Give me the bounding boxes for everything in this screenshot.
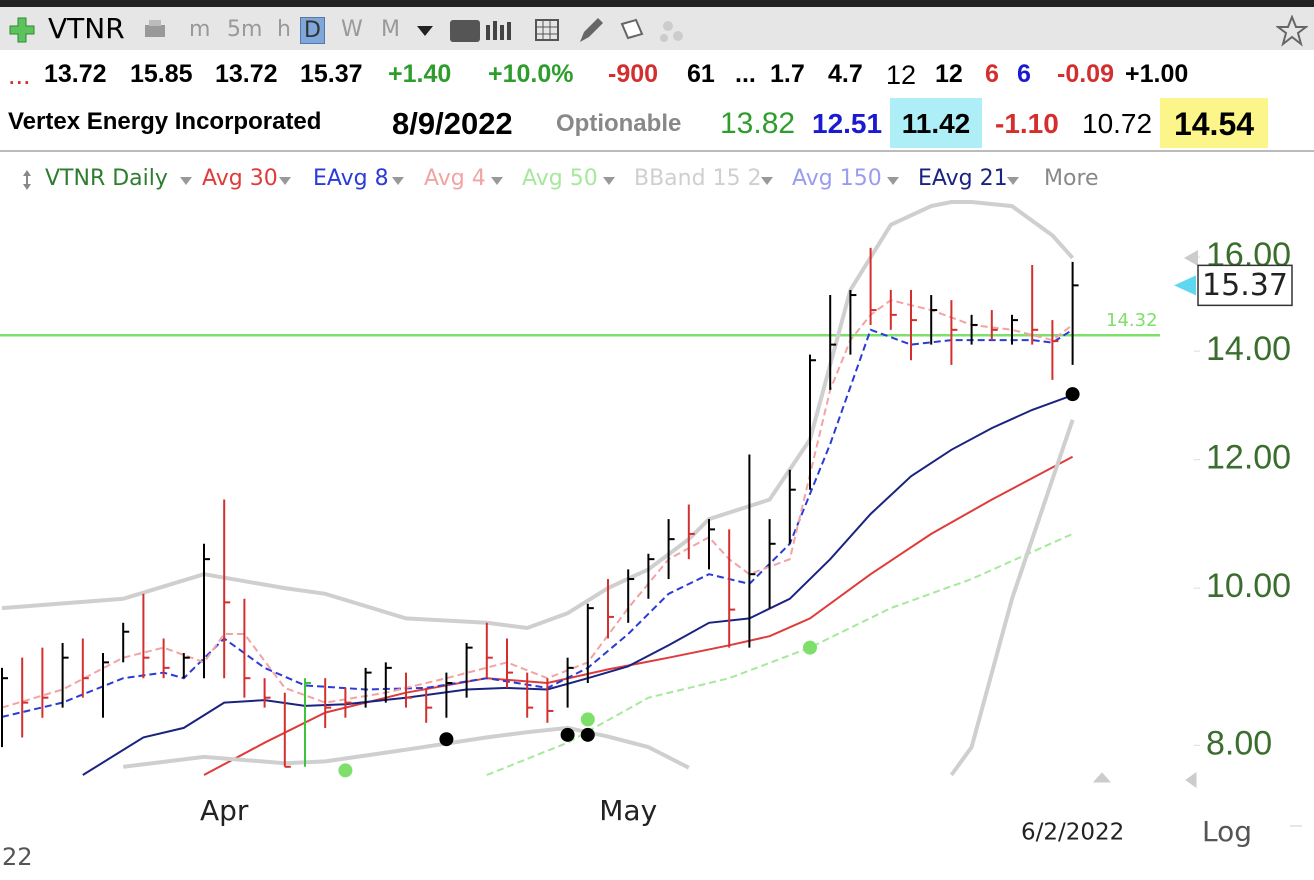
horizontal-line-label: 14.32 bbox=[1106, 310, 1158, 331]
date-label: 6/2/2022 bbox=[1021, 820, 1124, 846]
quote-value: 13.72 bbox=[44, 60, 107, 88]
timeframe-button[interactable]: m bbox=[189, 17, 211, 42]
indicator-label[interactable]: EAvg 21 bbox=[918, 166, 1008, 191]
indicator-label[interactable]: Avg 4 bbox=[424, 166, 486, 191]
info-value: 12.51 bbox=[812, 108, 883, 139]
add-icon[interactable] bbox=[8, 16, 36, 44]
dropdown-caret[interactable] bbox=[760, 176, 774, 186]
info-value: 11.42 bbox=[890, 98, 982, 148]
info-value: -1.10 bbox=[995, 108, 1059, 139]
quote-value: 15.85 bbox=[130, 60, 193, 88]
quote-value: 6 bbox=[1017, 60, 1031, 88]
reorder-handle[interactable] bbox=[20, 168, 34, 192]
quote-value: 15.37 bbox=[300, 60, 363, 88]
info-value: 14.54 bbox=[1160, 98, 1268, 148]
info-value: Vertex Energy Incorporated bbox=[8, 108, 322, 135]
info-value: 10.72 bbox=[1082, 108, 1153, 139]
print-icon[interactable] bbox=[142, 17, 168, 43]
dropdown-caret[interactable] bbox=[490, 176, 504, 186]
dropdown-caret[interactable] bbox=[391, 176, 405, 186]
signal-dot bbox=[803, 640, 817, 655]
symbol[interactable]: VTNR bbox=[48, 12, 125, 45]
favorite-star[interactable] bbox=[1276, 15, 1308, 47]
axis-arrow bbox=[1184, 250, 1198, 266]
x-tick-label: Apr bbox=[200, 794, 249, 827]
quote-value: 13.72 bbox=[215, 60, 278, 88]
y-tick-label: 8.00 bbox=[1206, 724, 1272, 762]
text-icon[interactable] bbox=[450, 20, 480, 42]
indicator-label[interactable]: Avg 150 bbox=[792, 166, 882, 191]
quote-value: 61 bbox=[687, 60, 715, 88]
last-price-box bbox=[1197, 264, 1293, 307]
scale-label: Log bbox=[1202, 815, 1252, 848]
toolbar-icons bbox=[450, 18, 683, 42]
info-value: 13.82 bbox=[720, 107, 796, 140]
y-tick-label: 16.00 bbox=[1206, 236, 1291, 274]
moving-average-line bbox=[1, 328, 1074, 718]
timeframe-button[interactable]: D bbox=[300, 17, 325, 44]
toolbar: VTNR m 5m h D W M bbox=[0, 0, 1314, 50]
quote-row: ... 13.72 15.85 13.72 15.37 +1.40 +10.0% -900 61… bbox=[0, 56, 1314, 100]
bollinger-lower bbox=[122, 419, 1075, 777]
moving-average-line bbox=[1, 299, 1074, 709]
dropdown-caret[interactable] bbox=[1006, 176, 1020, 186]
dropdown-caret[interactable] bbox=[278, 176, 292, 186]
dropdown-caret[interactable] bbox=[602, 176, 616, 186]
quote-value: 12 bbox=[886, 60, 917, 90]
quote-value: 12 bbox=[935, 60, 963, 88]
more-button[interactable]: More bbox=[1044, 166, 1099, 191]
quote-value: +10.0% bbox=[488, 60, 574, 88]
indicator-label[interactable]: Avg 30 bbox=[202, 166, 278, 191]
moving-average-line bbox=[82, 394, 1073, 776]
signal-dot bbox=[580, 712, 595, 727]
moving-average-line bbox=[486, 532, 1074, 776]
quote-value: ... bbox=[735, 60, 756, 88]
x-tick-label: May bbox=[599, 794, 657, 827]
signal-dot bbox=[338, 763, 353, 778]
quote-value: ... bbox=[8, 60, 31, 90]
dropdown[interactable] bbox=[414, 21, 436, 41]
quote-value: -0.09 bbox=[1057, 60, 1114, 88]
last-price-label: 15.37 bbox=[1202, 268, 1288, 303]
dropdown-caret[interactable] bbox=[179, 176, 193, 186]
quote-value: +1.00 bbox=[1125, 60, 1189, 88]
info-value: Optionable bbox=[556, 110, 682, 137]
timeframe-button[interactable]: 5m bbox=[227, 17, 263, 42]
indicator-label[interactable]: BBand 15 2 bbox=[634, 166, 762, 191]
quote-value: 1.7 bbox=[770, 60, 805, 88]
bollinger-upper bbox=[1, 200, 1075, 631]
corner-label: 22 bbox=[2, 843, 33, 871]
info-row: Vertex Energy Incorporated 8/9/2022 Option… bbox=[0, 98, 1314, 152]
indicator-bar: VTNR Daily Avg 30 EAvg 8 Avg 4 Avg 50 BBand 1… bbox=[0, 166, 1314, 196]
quote-value: 4.7 bbox=[828, 60, 863, 88]
y-tick-label: 12.00 bbox=[1206, 439, 1291, 477]
indicator-label[interactable]: Avg 50 bbox=[522, 166, 598, 191]
last-price-arrow bbox=[1174, 275, 1196, 296]
signal-dot bbox=[1065, 387, 1080, 402]
timeframe-button[interactable]: W bbox=[341, 17, 363, 42]
moving-average-line bbox=[203, 455, 1074, 776]
indicator-label[interactable]: EAvg 8 bbox=[313, 166, 389, 191]
info-value: 8/9/2022 bbox=[392, 106, 513, 141]
timeframe-button[interactable]: M bbox=[381, 17, 400, 42]
indicator-label[interactable]: VTNR Daily bbox=[45, 166, 168, 191]
dropdown-caret[interactable] bbox=[886, 176, 900, 186]
quote-value: 6 bbox=[985, 60, 999, 88]
signal-dot bbox=[439, 732, 454, 747]
quote-value: +1.40 bbox=[388, 60, 452, 88]
scroll-icon bbox=[1092, 772, 1302, 827]
y-tick-label: 10.00 bbox=[1206, 567, 1291, 605]
y-tick-label: 14.00 bbox=[1206, 330, 1291, 368]
timeframe-button[interactable]: h bbox=[277, 17, 291, 42]
quote-value: -900 bbox=[608, 60, 659, 88]
signal-dot bbox=[560, 727, 575, 742]
signal-dot bbox=[580, 727, 595, 742]
